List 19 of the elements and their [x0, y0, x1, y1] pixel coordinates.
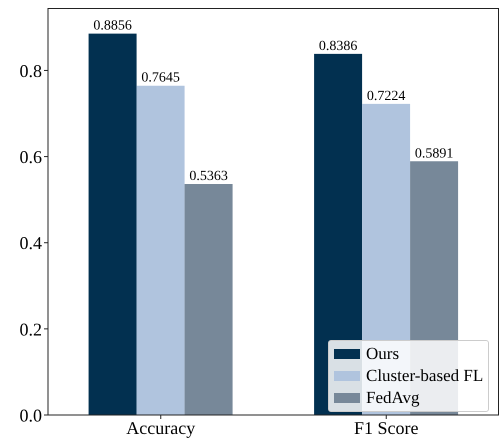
- legend-label: Ours: [366, 343, 400, 365]
- legend-label: Cluster-based FL: [366, 365, 484, 387]
- y-tick-label: 0.6: [20, 146, 42, 167]
- data-label: 0.5891: [414, 146, 454, 162]
- y-tick-label: 0.8: [20, 60, 42, 81]
- y-tick-label: 0.4: [20, 233, 42, 254]
- x-tick-label: Accuracy: [126, 418, 196, 438]
- y-tick-label: 0.2: [20, 319, 42, 340]
- x-tick-label: F1 Score: [354, 418, 419, 438]
- bar: [88, 34, 137, 415]
- data-label: 0.8386: [318, 38, 358, 54]
- data-label: 0.7645: [141, 70, 180, 86]
- data-label: 0.7224: [366, 88, 406, 104]
- data-label: 0.8856: [93, 18, 132, 34]
- bar: [136, 86, 185, 415]
- y-tick-label: 0.0: [20, 405, 42, 426]
- legend-label: FedAvg: [366, 387, 420, 409]
- data-label: 0.5363: [189, 169, 228, 184]
- bar: [184, 184, 233, 415]
